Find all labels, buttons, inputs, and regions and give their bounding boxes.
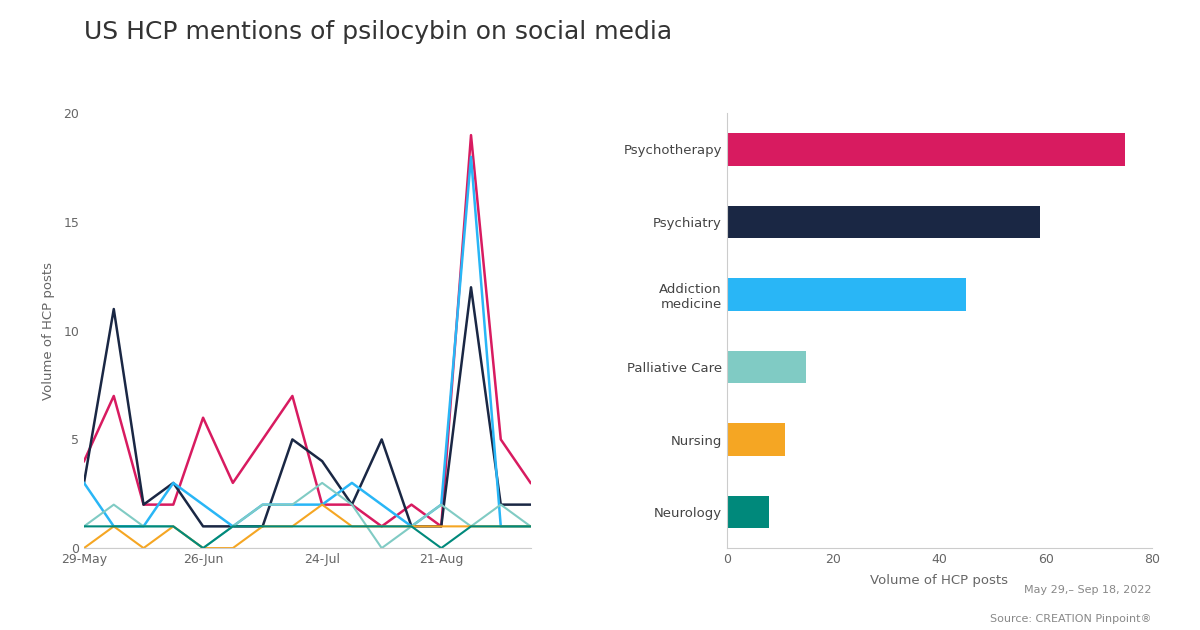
Text: US HCP mentions of psilocybin on social media: US HCP mentions of psilocybin on social … (84, 20, 672, 44)
Text: Source: CREATION Pinpoint®: Source: CREATION Pinpoint® (990, 614, 1152, 624)
Bar (727, 205, 1040, 238)
X-axis label: Volume of HCP posts: Volume of HCP posts (870, 575, 1008, 587)
Bar (727, 423, 785, 456)
Bar (727, 351, 806, 383)
Text: May 29,– Sep 18, 2022: May 29,– Sep 18, 2022 (1025, 585, 1152, 595)
Y-axis label: Volume of HCP posts: Volume of HCP posts (42, 261, 55, 400)
Bar (727, 496, 769, 529)
Bar (727, 278, 966, 311)
Bar (727, 133, 1126, 166)
